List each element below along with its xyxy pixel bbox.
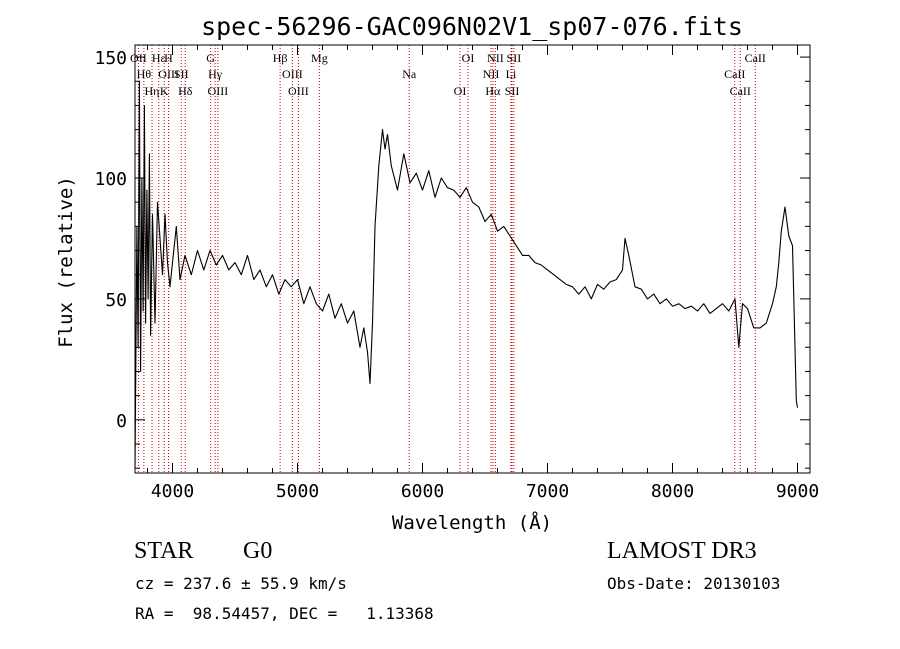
coordinates-text: RA = 98.54457, DEC = 1.13368 [135,604,434,623]
marker-label: OIII [158,67,179,81]
marker-label: K [160,84,169,98]
y-tick-label: 100 [94,169,127,190]
x-tick-label: 7000 [526,481,569,502]
x-tick-label: 9000 [776,481,819,502]
marker-label: SII [507,51,522,65]
marker-label: Hη [145,84,160,98]
marker-label: NII [483,67,500,81]
x-tick-label: 5000 [276,481,319,502]
marker-label: OIII [282,67,303,81]
marker-label: Hα [485,84,501,98]
spectrum-line [134,80,799,469]
redshift-text: cz = 237.6 ± 55.9 km/s [135,574,347,593]
marker-label: OI [462,51,475,65]
marker-label: SII [174,67,189,81]
marker-label: Li [506,67,517,81]
marker-label: Mg [311,51,328,65]
y-axis-label: Flux (relative) [55,176,77,348]
x-tick-label: 6000 [401,481,444,502]
marker-label: NII [487,51,504,65]
marker-label: H [164,51,173,65]
y-tick-label: 0 [116,411,127,432]
marker-label: OIII [208,84,229,98]
x-tick-label: 8000 [651,481,694,502]
subclass-label: G0 [243,538,273,564]
marker-label: Hε [152,51,166,65]
marker-label: CaII [730,84,751,98]
x-tick-label: 4000 [151,481,194,502]
marker-label: OII [130,51,147,65]
marker-label: G [206,51,215,65]
chart-title: spec-56296-GAC096N02V1_sp07-076.fits [201,12,743,41]
y-tick-label: 150 [94,48,127,69]
marker-label: Hγ [208,67,223,81]
marker-label: OI [454,84,467,98]
plot-frame [134,44,811,474]
class-label: STAR [134,538,194,564]
marker-label: Hθ [137,67,152,81]
marker-label: CaII [745,51,766,65]
line-markers: OIIHθHηHεOIIIKHSIIHδGHγOIIIHβOIIIOIIIMgN… [130,45,766,473]
marker-label: Hβ [273,51,288,65]
marker-label: Na [402,67,417,81]
y-tick-label: 50 [105,290,127,311]
x-axis-label: Wavelength (Å) [392,511,552,534]
obs-date-text: Obs-Date: 20130103 [607,574,781,593]
marker-label: SII [505,84,520,98]
spectrum-series [134,80,799,469]
marker-label: Hδ [178,84,193,98]
axis-ticks: 4000 5000 6000 7000 8000 9000 0 50 100 150 [94,45,819,502]
marker-label: CaII [724,67,745,81]
survey-label: LAMOST DR3 [607,538,757,564]
marker-label: OIII [288,84,309,98]
